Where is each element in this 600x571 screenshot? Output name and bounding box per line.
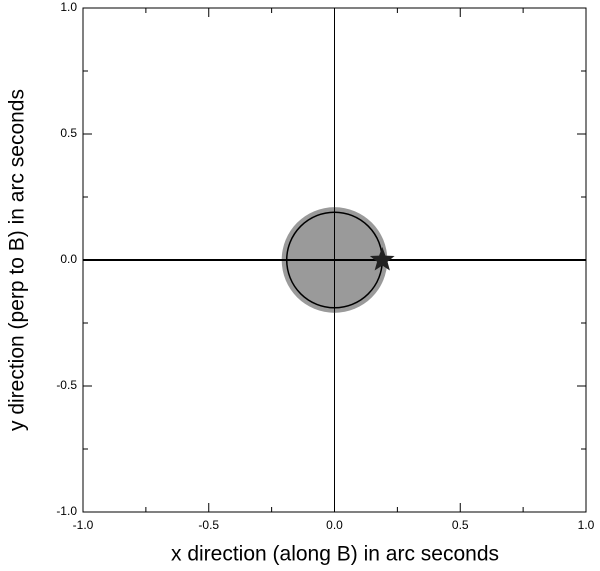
y-tick-label: 0.5 — [60, 126, 77, 140]
x-tick-label: -0.5 — [198, 518, 219, 532]
x-tick-label: -1.0 — [73, 518, 94, 532]
y-tick-label: -0.5 — [56, 378, 77, 392]
x-tick-label: 1.0 — [578, 518, 595, 532]
y-tick-label: 1.0 — [60, 0, 77, 14]
x-tick-label: 0.0 — [326, 518, 343, 532]
star-marker — [369, 247, 395, 271]
y-tick-label: -1.0 — [56, 504, 77, 518]
y-tick-label: 0.0 — [60, 252, 77, 266]
x-tick-label: 0.5 — [452, 518, 469, 532]
x-axis-label: x direction (along B) in arc seconds — [171, 543, 499, 566]
y-axis-label: y direction (perp to B) in arc seconds — [6, 89, 29, 431]
